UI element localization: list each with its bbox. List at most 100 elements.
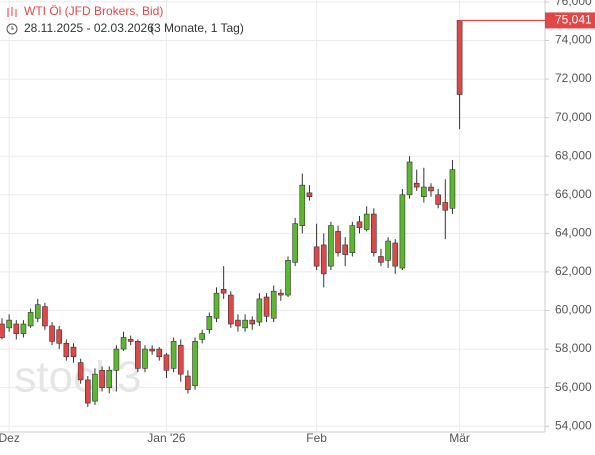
candle-body	[185, 375, 191, 390]
candle	[220, 266, 227, 299]
candle	[142, 345, 148, 373]
candle-body	[177, 344, 184, 375]
candle	[92, 368, 98, 405]
candle	[34, 298, 41, 323]
chart-title: WTI Öl (JFD Brokers, Bid)	[24, 4, 163, 18]
candle	[0, 318, 5, 340]
candle	[356, 216, 363, 234]
candle	[378, 248, 384, 267]
candle	[363, 206, 370, 232]
last-price-tag	[545, 12, 595, 29]
candle	[328, 221, 334, 270]
candle	[242, 314, 248, 332]
date-range: 28.11.2025 - 02.03.2026	[24, 21, 154, 35]
candle-body	[27, 312, 34, 327]
candle	[42, 302, 48, 330]
candle-body	[235, 319, 241, 327]
y-tick-label: 74,000	[555, 33, 592, 47]
candle-body	[170, 341, 177, 369]
candle-body	[99, 369, 105, 388]
x-tick-label: Mär	[449, 431, 470, 445]
title-icon	[7, 7, 17, 17]
candle-body	[270, 290, 277, 319]
candle-body	[213, 292, 220, 319]
candle-body	[442, 202, 449, 211]
candle	[113, 345, 120, 392]
candle-body	[149, 348, 155, 352]
candle	[135, 339, 141, 373]
candle-body	[199, 333, 205, 340]
candle-body	[220, 288, 227, 294]
candle-body	[42, 306, 48, 327]
candle	[413, 169, 420, 191]
y-tick-label: 66,000	[555, 187, 592, 201]
candle	[270, 285, 277, 323]
candle-body	[456, 20, 463, 95]
candle-body	[349, 225, 356, 253]
candle-body	[306, 192, 313, 198]
period: (3 Monate, 1 Tag)	[150, 21, 244, 35]
candle	[177, 339, 184, 382]
candle	[156, 347, 163, 361]
candle-body	[34, 304, 41, 319]
candle-body	[256, 298, 263, 323]
last-price-label: 75,041	[555, 13, 592, 27]
candle	[449, 160, 456, 215]
candle-body	[135, 341, 141, 369]
candle	[320, 233, 327, 288]
candle	[235, 314, 241, 332]
candle	[127, 335, 134, 346]
candle-body	[120, 337, 127, 350]
candle-body	[163, 354, 170, 371]
candle-body	[313, 246, 320, 267]
x-tick-label: Dez	[0, 431, 20, 445]
y-tick-label: 56,000	[555, 380, 592, 394]
candle-body	[299, 184, 306, 226]
candle-body	[228, 294, 234, 325]
y-tick-label: 70,000	[555, 110, 592, 124]
candle-body	[106, 369, 113, 388]
candle	[199, 329, 205, 344]
y-tick-label: 54,000	[555, 418, 592, 432]
candle-body	[192, 341, 198, 387]
candle	[392, 239, 399, 274]
candle	[27, 308, 34, 328]
candle	[278, 289, 284, 301]
candle	[306, 185, 313, 201]
y-tick-label: 64,000	[555, 226, 592, 240]
candle-body	[113, 348, 120, 371]
candle	[192, 337, 198, 390]
y-tick-label: 60,000	[555, 303, 592, 317]
y-tick-label: 76,000	[555, 0, 592, 8]
candle	[421, 167, 427, 203]
candle	[299, 173, 306, 234]
candle	[399, 189, 406, 270]
candle	[442, 179, 449, 240]
candle	[6, 314, 12, 332]
candle-body	[63, 342, 70, 358]
candle	[249, 316, 256, 330]
candle	[185, 370, 191, 394]
candle	[77, 358, 84, 384]
candle	[163, 352, 170, 378]
y-tick-label: 58,000	[555, 341, 592, 355]
x-tick-label: Jan '26	[147, 431, 186, 445]
candle-body	[70, 346, 77, 358]
candle	[385, 237, 391, 269]
candle	[99, 366, 105, 392]
candle	[435, 189, 441, 209]
candle-body	[320, 244, 327, 275]
candle	[56, 325, 63, 350]
x-tick-label: Feb	[306, 431, 327, 445]
candle	[406, 156, 413, 199]
candle	[349, 221, 356, 257]
candle-body	[435, 194, 441, 205]
candle-body	[92, 373, 98, 402]
candle	[292, 217, 298, 267]
candle-body	[378, 256, 384, 263]
candle	[106, 366, 113, 394]
candle-body	[335, 231, 341, 253]
candle-body	[421, 186, 427, 198]
candle	[228, 291, 234, 328]
